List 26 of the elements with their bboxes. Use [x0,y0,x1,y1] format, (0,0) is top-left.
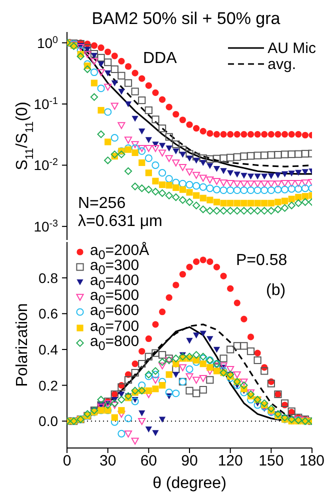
legend-label: avg. [268,56,296,72]
annotation: N=256 [78,195,126,213]
x-tick-label: 180 [299,452,325,470]
x-tick-label: 30 [99,452,116,470]
y-tick-label: 0.8 [38,270,58,286]
y-tick-label: 10$^{-1}$ [34,95,58,112]
y-tick-label: 0.2 [38,377,58,394]
x-tick-label: 60 [140,452,158,470]
annotation: (b) [266,282,286,300]
chart-title: BAM2 50% sil + 50% gra [90,8,282,30]
annotation: P=0.58 [236,252,288,270]
x-axis-title: θ (degree) [152,475,226,492]
y-tick-label: 10$^{0}$ [36,34,59,51]
y-tick-label: 10$^{-3}$ [34,218,59,234]
y-tick-label: 0.4 [38,341,58,358]
legend-label: AU Mic [268,40,316,56]
y-tick-label: 0.0 [38,413,58,430]
x-tick-label: 0 [62,452,72,470]
y-axis-title: Polarization [14,303,31,387]
annotation: DDA [143,50,177,68]
annotation: λ=0.631 μm [78,213,162,231]
x-tick-label: 90 [181,452,198,470]
y-tick-label: 0.6 [38,306,58,322]
x-tick-label: 120 [218,452,243,470]
y-tick-label: 10$^{-2}$ [34,156,58,174]
x-tick-label: 150 [258,452,284,470]
